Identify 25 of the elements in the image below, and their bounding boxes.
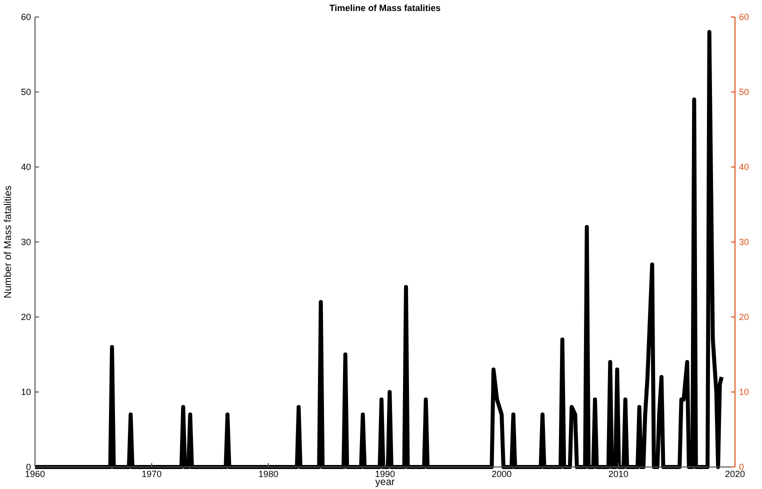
y-tick-label: 40 (20, 162, 31, 172)
y2-tick-label: 60 (739, 12, 750, 22)
x-axis-title: year (375, 477, 396, 488)
x-tick-label: 2020 (724, 469, 746, 479)
y2-tick-label: 20 (739, 312, 750, 322)
x-tick-label: 2000 (492, 469, 512, 479)
y-tick-label: 50 (20, 87, 31, 97)
y2-tick-label: 40 (739, 162, 750, 172)
y2-tick-label: 0 (739, 462, 744, 472)
y-tick-label: 30 (20, 237, 31, 247)
line-series (33, 30, 724, 469)
chart-title: Timeline of Mass fatalities (329, 3, 441, 13)
y2-tick-label: 50 (739, 87, 750, 97)
y2-tick-label: 30 (739, 237, 750, 247)
y2-tick-label: 10 (739, 387, 750, 397)
x-tick-label: 1990 (374, 469, 396, 479)
x-tick-label: 1960 (24, 469, 46, 479)
y-tick-label: 60 (20, 12, 31, 22)
x-tick-label: 1970 (142, 469, 162, 479)
y-tick-label: 0 (26, 462, 31, 472)
y-tick-label: 10 (20, 387, 31, 397)
y-tick-label: 20 (20, 312, 31, 322)
x-tick-label: 1980 (258, 469, 278, 479)
x-tick-label: 2010 (608, 469, 628, 479)
y-axis-title: Number of Mass fatalities (3, 186, 14, 298)
